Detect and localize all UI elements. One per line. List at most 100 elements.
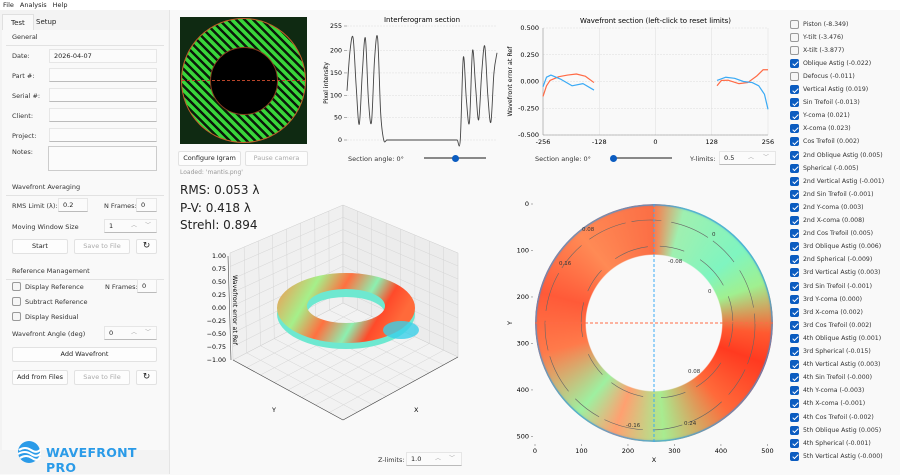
pause-camera-button[interactable]: Pause camera <box>245 151 308 166</box>
zernike-item[interactable]: Y-tilt (-3.476) <box>790 31 843 43</box>
zernike-item[interactable]: 5th Vertical Astig (-0.000) <box>790 450 883 462</box>
zernike-checkbox[interactable] <box>790 190 799 199</box>
slider-handle[interactable] <box>610 155 617 162</box>
reset-button[interactable]: ↻ <box>136 239 157 254</box>
slider-handle[interactable] <box>452 155 459 162</box>
zernike-item[interactable]: 4th Oblique Astig (0.001) <box>790 332 881 344</box>
zernike-item[interactable]: 5th Oblique Astig (0.005) <box>790 424 881 436</box>
zernike-checkbox[interactable] <box>790 151 799 160</box>
zernike-checkbox[interactable] <box>790 242 799 251</box>
zernike-checkbox[interactable] <box>790 98 799 107</box>
ref-nframes-field[interactable]: 0 <box>137 279 157 293</box>
zernike-item[interactable]: Vertical Astig (0.019) <box>790 84 868 96</box>
rms-limit-field[interactable]: 0.2 <box>58 198 88 212</box>
zernike-item[interactable]: X-coma (0.023) <box>790 123 851 135</box>
wf-angle-slider[interactable] <box>613 157 672 159</box>
ref-reset-button[interactable]: ↻ <box>136 370 157 385</box>
igram-angle-slider[interactable] <box>424 157 486 159</box>
zernike-checkbox[interactable] <box>790 268 799 277</box>
zernike-checkbox[interactable] <box>790 308 799 317</box>
zernike-checkbox[interactable] <box>790 255 799 264</box>
zernike-item[interactable]: 2nd X-coma (0.008) <box>790 215 864 227</box>
ref-save-to-file-button[interactable]: Save to File <box>74 370 130 385</box>
serial-field[interactable] <box>49 88 157 102</box>
date-field[interactable]: 2026-04-07 <box>49 49 157 63</box>
zernike-checkbox[interactable] <box>790 426 799 435</box>
zernike-checkbox[interactable] <box>790 203 799 212</box>
zernike-checkbox[interactable] <box>790 360 799 369</box>
menu-help[interactable]: Help <box>53 0 68 10</box>
zernike-item[interactable]: Defocus (-0.011) <box>790 70 855 82</box>
zernike-item[interactable]: 3rd Oblique Astig (0.006) <box>790 241 881 253</box>
zernike-item[interactable]: Piston (-8.349) <box>790 18 848 30</box>
zernike-item[interactable]: 4th Cos Trefoil (-0.002) <box>790 411 874 423</box>
zernike-checkbox[interactable] <box>790 46 799 55</box>
menu-analysis[interactable]: Analysis <box>20 0 47 10</box>
zlimits-spinbox[interactable]: 1.0︿﹀ <box>406 452 462 466</box>
zernike-checkbox[interactable] <box>790 229 799 238</box>
zernike-checkbox[interactable] <box>790 20 799 29</box>
zernike-checkbox[interactable] <box>790 347 799 356</box>
add-from-files-button[interactable]: Add from Files <box>12 370 68 385</box>
zernike-item[interactable]: 3rd Spherical (-0.015) <box>790 346 871 358</box>
zernike-item[interactable]: 4th Y-coma (-0.003) <box>790 385 864 397</box>
wavefront-angle-spinbox[interactable]: 0︿﹀ <box>104 326 157 340</box>
zernike-checkbox[interactable] <box>790 59 799 68</box>
zernike-item[interactable]: Oblique Astig (-0.022) <box>790 57 871 69</box>
display-reference-checkbox[interactable] <box>12 282 21 291</box>
zernike-item[interactable]: 2nd Cos Trefoil (0.005) <box>790 228 873 240</box>
zernike-checkbox[interactable] <box>790 216 799 225</box>
spin-up-icon[interactable]: ︿ <box>748 152 754 164</box>
zernike-item[interactable]: 2nd Vertical Astig (-0.001) <box>790 175 884 187</box>
zernike-item[interactable]: Sin Trefoil (-0.013) <box>790 97 860 109</box>
zernike-checkbox[interactable] <box>790 164 799 173</box>
zernike-checkbox[interactable] <box>790 399 799 408</box>
window-size-spinbox[interactable]: 1︿﹀ <box>104 219 157 233</box>
zernike-checkbox[interactable] <box>790 282 799 291</box>
zernike-item[interactable]: 4th Vertical Astig (0.003) <box>790 359 880 371</box>
spin-down-icon[interactable]: ﹀ <box>145 220 151 232</box>
wavefront-section-chart[interactable]: Wavefront section (left-click to reset l… <box>500 12 785 150</box>
wavefront-3d-surface[interactable]: 1.000.750.500.250.00−0.25−0.50−0.75−1.00… <box>170 200 490 430</box>
zernike-checkbox[interactable] <box>790 321 799 330</box>
zernike-item[interactable]: 3rd Y-coma (0.000) <box>790 293 862 305</box>
zernike-checkbox[interactable] <box>790 124 799 133</box>
zernike-item[interactable]: Spherical (-0.005) <box>790 162 859 174</box>
nframes-field[interactable]: 0 <box>136 198 157 212</box>
spin-down-icon[interactable]: ﹀ <box>449 453 455 465</box>
project-field[interactable] <box>49 128 157 142</box>
display-residual-checkbox[interactable] <box>12 312 21 321</box>
zernike-item[interactable]: 3rd X-coma (0.002) <box>790 306 863 318</box>
subtract-reference-checkbox[interactable] <box>12 297 21 306</box>
zernike-item[interactable]: 4th X-coma (-0.001) <box>790 398 865 410</box>
zernike-checkbox[interactable] <box>790 334 799 343</box>
zernike-item[interactable]: 2nd Oblique Astig (0.005) <box>790 149 883 161</box>
spin-down-icon[interactable]: ﹀ <box>145 327 151 339</box>
add-wavefront-button[interactable]: Add Wavefront <box>12 347 157 362</box>
zernike-checkbox[interactable] <box>790 111 799 120</box>
zernike-item[interactable]: 3rd Cos Trefoil (0.002) <box>790 319 872 331</box>
zernike-item[interactable]: 2nd Sin Trefoil (-0.001) <box>790 188 874 200</box>
zernike-checkbox[interactable] <box>790 295 799 304</box>
save-to-file-button[interactable]: Save to File <box>74 239 130 254</box>
spin-up-icon[interactable]: ︿ <box>131 220 137 232</box>
spin-up-icon[interactable]: ︿ <box>435 453 441 465</box>
tab-setup[interactable]: Setup <box>28 14 64 30</box>
zernike-checkbox[interactable] <box>790 373 799 382</box>
zernike-checkbox[interactable] <box>790 85 799 94</box>
spin-down-icon[interactable]: ﹀ <box>763 152 769 164</box>
zernike-item[interactable]: 2nd Y-coma (0.003) <box>790 201 864 213</box>
zernike-item[interactable]: 4th Sin Trefoil (-0.000) <box>790 372 872 384</box>
client-field[interactable] <box>49 108 157 122</box>
zernike-item[interactable]: Cos Trefoil (0.002) <box>790 136 859 148</box>
notes-field[interactable] <box>48 146 157 171</box>
zernike-item[interactable]: X-tilt (-3.877) <box>790 44 844 56</box>
zernike-checkbox[interactable] <box>790 33 799 42</box>
menu-file[interactable]: File <box>3 0 14 10</box>
zernike-checkbox[interactable] <box>790 137 799 146</box>
zernike-checkbox[interactable] <box>790 452 799 461</box>
zernike-item[interactable]: 2nd Spherical (-0.009) <box>790 254 872 266</box>
zernike-checkbox[interactable] <box>790 386 799 395</box>
spin-up-icon[interactable]: ︿ <box>131 327 137 339</box>
